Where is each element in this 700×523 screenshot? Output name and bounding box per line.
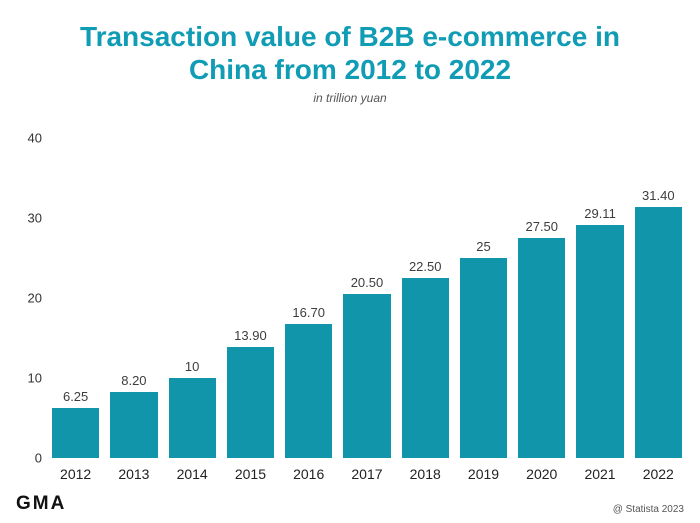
bar-group: 13.90 <box>226 138 275 458</box>
x-axis-label: 2014 <box>176 466 208 482</box>
y-tick-label: 40 <box>27 130 42 146</box>
x-axis-label: 2015 <box>234 466 266 482</box>
x-axis: 2012 2013 2014 2015 2016 2017 2018 2019 2020 2021… <box>48 466 686 482</box>
bar <box>343 294 391 458</box>
footer: GMA @ Statista 2023 <box>0 493 700 515</box>
bar <box>634 206 682 458</box>
chart-page: Transaction value of B2B e-commerce in C… <box>0 20 700 523</box>
bar-group: 16.70 <box>285 138 333 458</box>
x-axis-label: 2012 <box>60 466 92 482</box>
bar-group: 27.50 <box>518 138 566 458</box>
bar-group: 22.50 <box>401 138 449 458</box>
bar <box>576 225 624 458</box>
x-axis-label: 2020 <box>526 466 558 482</box>
bar-group: 31.40 <box>634 138 682 458</box>
bar-value-label: 27.50 <box>525 219 559 234</box>
bar <box>285 324 333 458</box>
x-axis-label: 2019 <box>467 466 500 482</box>
bar-group: 29.11 <box>576 138 624 458</box>
bar <box>401 278 449 458</box>
x-axis-label: 2017 <box>351 466 383 482</box>
bar <box>459 258 508 458</box>
bar <box>226 346 275 458</box>
bar <box>518 238 566 458</box>
bar-value-label: 20.50 <box>350 275 384 290</box>
bar-value-label: 8.20 <box>121 373 147 389</box>
plot-area: 6.25 8.20 10 13.90 16.70 20.50 22.50 25 27.50 29.… <box>48 138 686 458</box>
x-axis-label: 2021 <box>584 466 616 482</box>
bar-value-label: 31.40 <box>642 187 675 203</box>
x-axis-label: 2016 <box>293 466 325 482</box>
bar-value-label: 22.50 <box>408 259 442 274</box>
bar <box>110 392 158 458</box>
bar-value-label: 6.25 <box>62 389 89 404</box>
bar-group: 6.25 <box>52 138 100 458</box>
bar <box>168 378 216 458</box>
y-tick-label: 30 <box>27 210 42 226</box>
y-tick-label: 20 <box>27 290 42 306</box>
y-tick-label: 10 <box>27 370 42 386</box>
x-axis-label: 2018 <box>409 466 441 482</box>
bar-value-label: 16.70 <box>292 305 325 321</box>
bar-group: 10 <box>168 138 216 458</box>
bar-value-label: 25 <box>476 239 491 254</box>
chart-subtitle: in trillion yuan <box>313 91 387 106</box>
bar-group: 20.50 <box>343 138 391 458</box>
bar-value-label: 10 <box>184 359 200 374</box>
bar-group: 25 <box>459 138 508 458</box>
statista-credit: @ Statista 2023 <box>612 504 684 515</box>
bar <box>52 408 100 458</box>
y-tick-label: 0 <box>34 450 42 466</box>
chart-body: 0 10 20 30 40 6.25 8.20 10 13.90 16.70 20.50 22.50… <box>14 131 686 466</box>
bar-value-label: 13.90 <box>234 327 267 343</box>
bar-group: 8.20 <box>110 138 158 458</box>
chart-title: Transaction value of B2B e-commerce in C… <box>80 21 620 86</box>
x-axis-label: 2022 <box>642 466 674 482</box>
bar-chart: 0 10 20 30 40 6.25 8.20 10 13.90 16.70 20.50 22.50… <box>14 131 686 482</box>
bar-value-label: 29.11 <box>584 206 616 222</box>
y-axis: 0 10 20 30 40 <box>14 131 48 466</box>
gma-logo: GMA <box>16 493 67 514</box>
x-axis-label: 2013 <box>118 466 150 482</box>
